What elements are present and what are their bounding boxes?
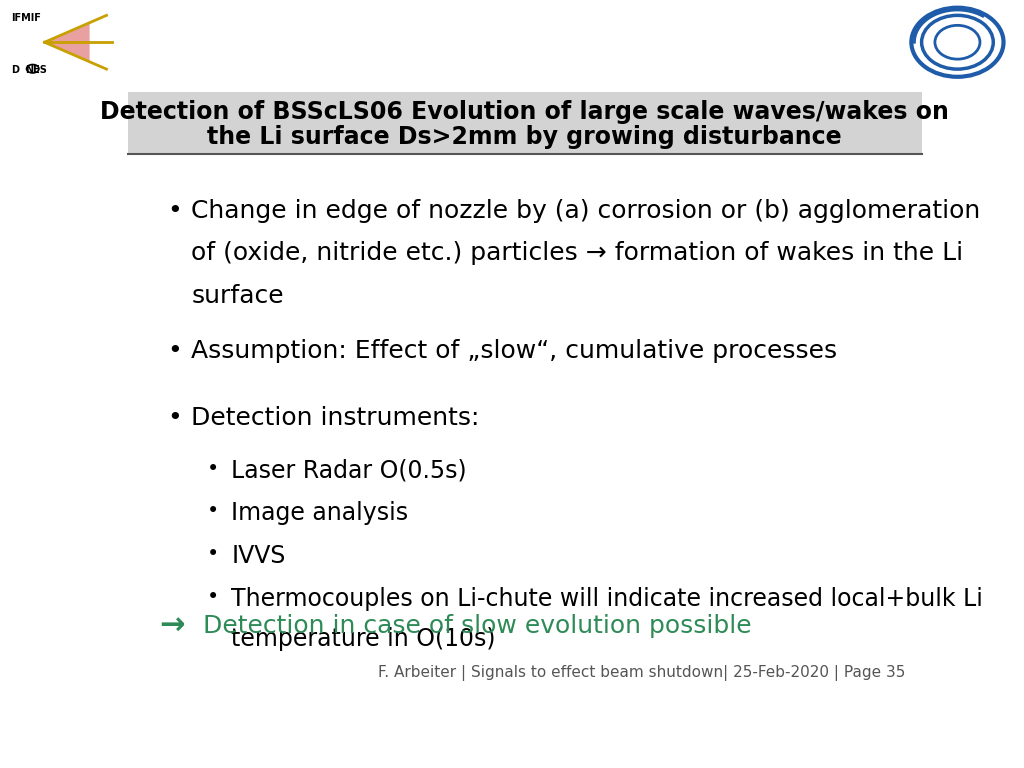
Text: •: • xyxy=(207,587,219,607)
Text: Detection of BSScLS06 Evolution of large scale waves/wakes on: Detection of BSScLS06 Evolution of large… xyxy=(100,101,949,124)
Polygon shape xyxy=(45,23,90,61)
FancyBboxPatch shape xyxy=(128,92,922,154)
Text: temperature in O(10s): temperature in O(10s) xyxy=(231,627,496,650)
Text: Image analysis: Image analysis xyxy=(231,502,409,525)
Text: Detection instruments:: Detection instruments: xyxy=(191,406,480,429)
Text: IFMIF: IFMIF xyxy=(10,13,41,23)
Text: Thermocouples on Li-chute will indicate increased local+bulk Li: Thermocouples on Li-chute will indicate … xyxy=(231,587,983,611)
Text: D: D xyxy=(10,65,18,75)
Text: NES: NES xyxy=(26,65,47,75)
Text: IVVS: IVVS xyxy=(231,544,286,568)
Text: •: • xyxy=(168,199,182,223)
Text: Assumption: Effect of „slow“, cumulative processes: Assumption: Effect of „slow“, cumulative… xyxy=(191,339,838,363)
Text: the Li surface Ds>2mm by growing disturbance: the Li surface Ds>2mm by growing disturb… xyxy=(208,125,842,149)
Text: •: • xyxy=(207,502,219,521)
Text: surface: surface xyxy=(191,283,284,308)
Text: of (oxide, nitride etc.) particles → formation of wakes in the Li: of (oxide, nitride etc.) particles → for… xyxy=(191,241,964,265)
Text: Detection in case of slow evolution possible: Detection in case of slow evolution poss… xyxy=(196,614,752,638)
Text: •: • xyxy=(207,544,219,564)
Text: •: • xyxy=(207,458,219,478)
Text: Laser Radar O(0.5s): Laser Radar O(0.5s) xyxy=(231,458,467,483)
Text: F. Arbeiter | Signals to effect beam shutdown| 25-Feb-2020 | Page 35: F. Arbeiter | Signals to effect beam shu… xyxy=(378,665,905,681)
Text: •: • xyxy=(168,406,182,429)
Text: →: → xyxy=(160,611,185,641)
Text: Change in edge of nozzle by (a) corrosion or (b) agglomeration: Change in edge of nozzle by (a) corrosio… xyxy=(191,199,981,223)
Text: •: • xyxy=(168,339,182,363)
